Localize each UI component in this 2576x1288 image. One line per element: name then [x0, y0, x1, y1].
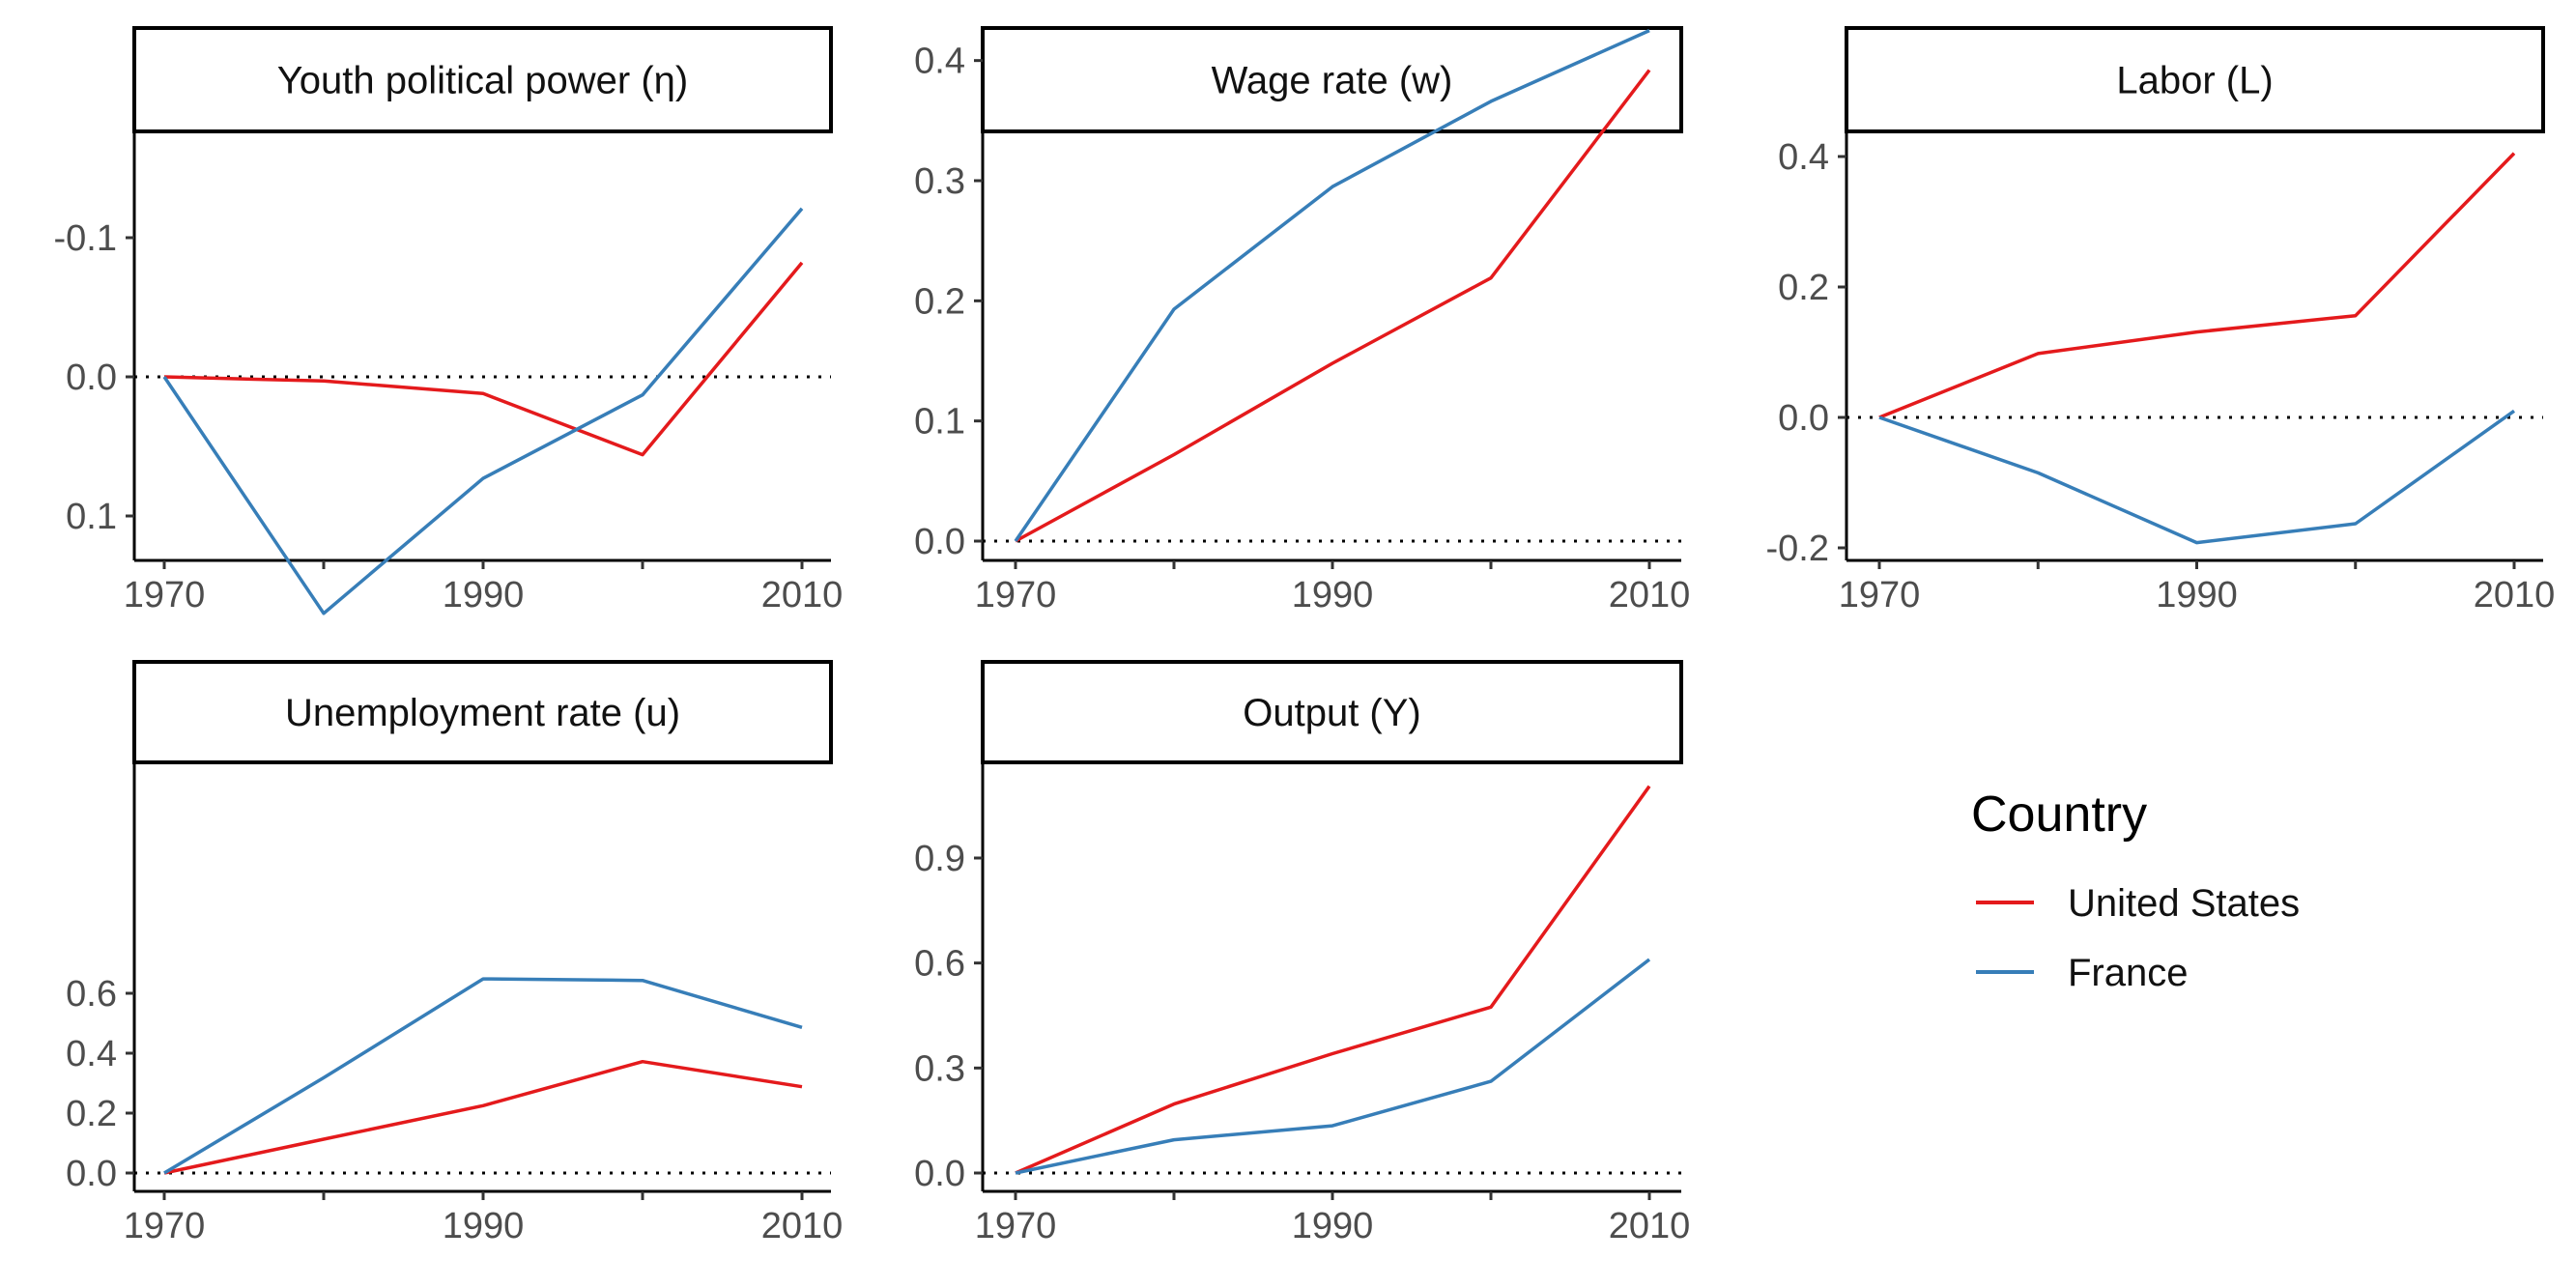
x-tick-label-wage-rate: 2010	[1609, 575, 1691, 615]
y-tick-label-wage-rate: 0.3	[914, 161, 965, 202]
y-tick-label-unemployment-rate: 0.4	[66, 1034, 117, 1074]
strip-wage-rate	[981, 26, 1683, 133]
x-tick-label-labor: 2010	[2474, 575, 2556, 615]
strip-youth-political-power	[132, 26, 833, 133]
y-tick-label-labor: 0.4	[1778, 137, 1829, 178]
y-tick-label-youth-political-power: 0.0	[66, 358, 117, 398]
x-tick-label-unemployment-rate: 1970	[124, 1206, 206, 1246]
legend-label-france: France	[2068, 952, 2189, 994]
x-tick-label-labor: 1970	[1839, 575, 1921, 615]
panel-output: Output (Y) 0.0 0.3 0.6 0.9 1970 1990 2010	[914, 660, 1691, 1246]
panel-title-labor: Labor (L)	[2116, 60, 2273, 102]
y-tick-label-youth-political-power: -0.1	[54, 218, 117, 259]
y-tick-label-labor: -0.2	[1766, 529, 1829, 569]
strip-labor	[1845, 26, 2545, 133]
series-line-france-labor	[1878, 409, 2516, 545]
series-line-united-states-wage-rate	[1015, 69, 1651, 543]
y-tick-label-unemployment-rate: 0.2	[66, 1094, 117, 1134]
series-line-france-unemployment-rate	[163, 977, 803, 1175]
x-tick-label-unemployment-rate: 2010	[761, 1206, 844, 1246]
x-tick-label-output: 2010	[1609, 1206, 1691, 1246]
y-tick-label-wage-rate: 0.4	[914, 42, 965, 82]
legend: Country United States France	[1971, 787, 2300, 994]
panel-wage-rate: Wage rate (w) 0.0 0.1 0.2 0.3 0.4 1970 1990 2010	[914, 26, 1691, 615]
y-tick-label-labor: 0.0	[1778, 398, 1829, 439]
y-tick-label-labor: 0.2	[1778, 268, 1829, 308]
x-tick-label-labor: 1990	[2156, 575, 2238, 615]
x-tick-label-wage-rate: 1990	[1292, 575, 1374, 615]
series-line-france-output	[1015, 958, 1651, 1175]
series-line-france-wage-rate	[1014, 29, 1650, 542]
strip-output	[981, 660, 1683, 764]
y-tick-label-output: 0.9	[914, 839, 965, 879]
y-tick-label-output: 0.6	[914, 944, 965, 985]
x-tick-label-output: 1970	[975, 1206, 1057, 1246]
x-tick-label-youth-political-power: 1990	[443, 575, 525, 615]
series-line-france-youth-political-power	[162, 207, 804, 615]
series-line-united-states-output	[1015, 785, 1651, 1175]
panel-title-output: Output (Y)	[1243, 692, 1421, 734]
series-line-united-states-labor	[1878, 152, 2516, 419]
y-tick-label-youth-political-power: 0.1	[66, 497, 117, 537]
y-tick-label-output: 0.0	[914, 1154, 965, 1194]
series-line-united-states-youth-political-power	[163, 261, 804, 457]
panel-title-unemployment-rate: Unemployment rate (u)	[285, 692, 680, 734]
y-tick-label-output: 0.3	[914, 1048, 965, 1089]
x-tick-label-wage-rate: 1970	[975, 575, 1057, 615]
panel-labor: Labor (L) -0.2 0.0 0.2 0.4 1970 1990 2010	[1766, 26, 2556, 615]
legend-title: Country	[1971, 787, 2147, 843]
legend-label-united-states: United States	[2068, 882, 2300, 925]
panel-title-wage-rate: Wage rate (w)	[1212, 60, 1453, 102]
strip-unemployment-rate	[132, 660, 833, 764]
panel-title-youth-political-power: Youth political power (η)	[277, 60, 688, 102]
y-tick-label-wage-rate: 0.2	[914, 281, 965, 322]
panel-unemployment-rate: Unemployment rate (u) 0.0 0.2 0.4 0.6 1970 199…	[66, 660, 844, 1246]
x-tick-label-unemployment-rate: 1990	[443, 1206, 525, 1246]
x-tick-label-output: 1990	[1292, 1206, 1374, 1246]
series-line-united-states-unemployment-rate	[163, 1059, 803, 1175]
y-tick-label-wage-rate: 0.0	[914, 522, 965, 562]
y-tick-label-wage-rate: 0.1	[914, 402, 965, 443]
y-tick-label-unemployment-rate: 0.6	[66, 974, 117, 1015]
x-tick-label-youth-political-power: 2010	[761, 575, 844, 615]
y-tick-label-unemployment-rate: 0.0	[66, 1154, 117, 1194]
x-tick-label-youth-political-power: 1970	[124, 575, 206, 615]
